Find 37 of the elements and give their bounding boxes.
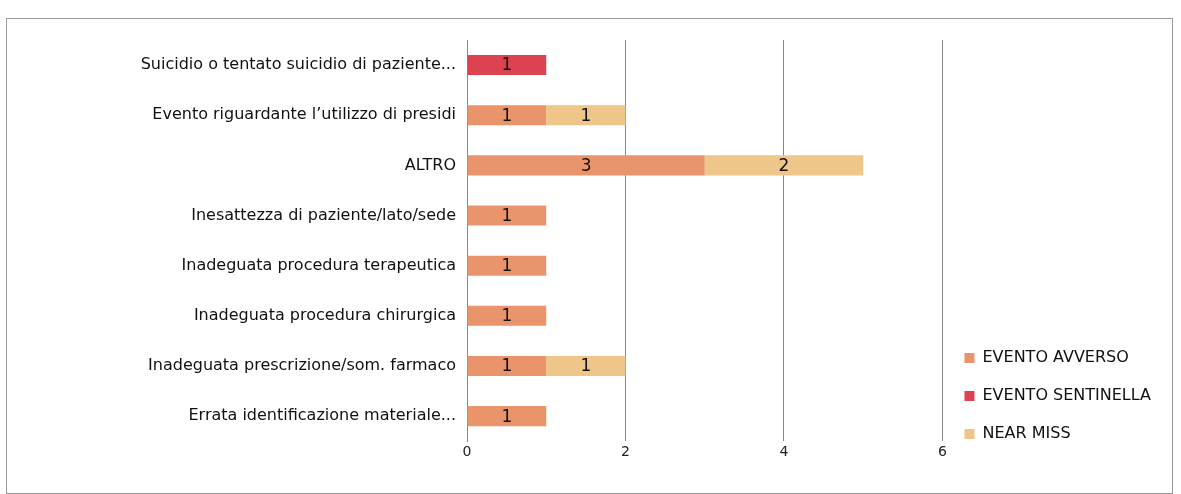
y-tick-label: Inesattezza di paziente/lato/sede (191, 204, 456, 224)
bar (546, 355, 626, 377)
bar (467, 205, 547, 226)
x-tick-label: 6 (938, 443, 948, 460)
bar (704, 155, 864, 176)
bar (467, 305, 547, 326)
bar (467, 255, 547, 276)
legend-label: EVENTO SENTINELLA (982, 385, 1152, 405)
x-tick-label: 2 (621, 443, 630, 460)
data-label: 1 (501, 104, 513, 125)
data-label: 1 (501, 255, 513, 276)
y-tick-label: ALTRO (404, 154, 456, 174)
bar (467, 55, 547, 76)
data-label: 1 (501, 405, 513, 426)
y-tick-label: Suicidio o tentato suicidio di paziente... (140, 54, 456, 74)
y-tick-label: Errata identificazione materiale... (188, 405, 456, 425)
data-label: 1 (580, 355, 592, 376)
data-label: 1 (501, 305, 513, 326)
bar (467, 406, 547, 427)
legend-label: EVENTO AVVERSO (982, 347, 1129, 367)
x-tick-label: 4 (779, 443, 789, 460)
data-label: 1 (501, 204, 513, 225)
bar (467, 105, 547, 126)
bar (467, 155, 705, 176)
data-label: 1 (501, 355, 513, 376)
bar (546, 105, 626, 126)
data-label: 1 (501, 54, 513, 75)
data-label: 1 (580, 104, 592, 125)
bar (467, 355, 547, 377)
data-label: 3 (580, 154, 592, 175)
y-tick-label: Evento riguardante l’utilizzo di presidi (152, 104, 456, 124)
x-tick-label: 0 (462, 443, 472, 460)
y-tick-label: Inadeguata prescrizione/som. farmaco (148, 355, 456, 375)
data-label: 2 (778, 154, 790, 175)
legend-label: NEAR MISS (982, 423, 1071, 443)
y-tick-label: Inadeguata procedura terapeutica (181, 254, 456, 274)
y-tick-label: Inadeguata procedura chirurgica (193, 304, 456, 324)
